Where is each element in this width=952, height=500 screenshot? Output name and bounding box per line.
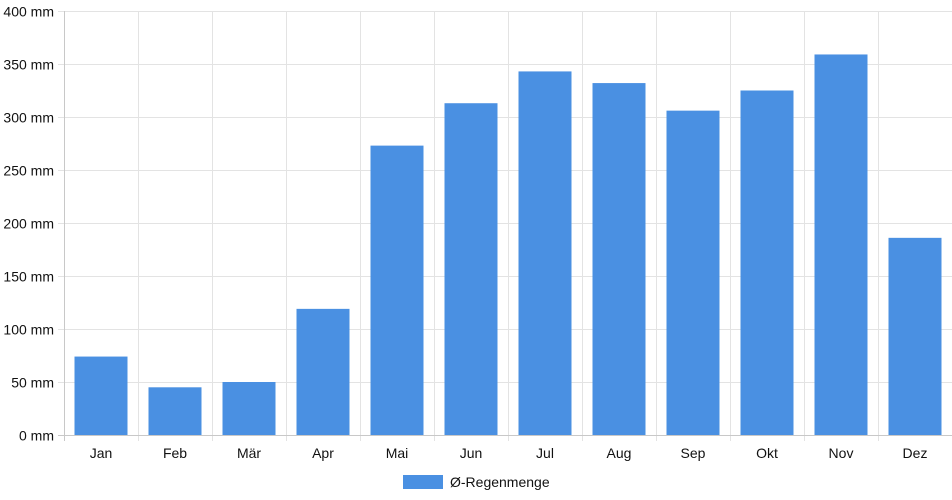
x-tick-label: Nov [829, 445, 854, 461]
y-tick-label: 100 mm [3, 322, 54, 338]
bars [74, 54, 942, 436]
y-tick-label: 50 mm [11, 375, 54, 391]
x-tick-label: Jan [90, 445, 113, 461]
y-tick-label: 250 mm [3, 163, 54, 179]
bar-jul[interactable] [518, 71, 572, 436]
x-tick-label: Mär [237, 445, 261, 461]
y-tick-label: 300 mm [3, 110, 54, 126]
x-tick-labels: Jan Feb Mär Apr Mai Jun Jul Aug Sep Okt Nov Dez [90, 445, 928, 461]
y-tick-label: 350 mm [3, 57, 54, 73]
x-tick-label: Okt [756, 445, 778, 461]
y-tick-labels: 0 mm 50 mm 100 mm 150 mm 200 mm 250 mm 300 mm 3… [3, 4, 54, 444]
grid-lines [58, 11, 952, 441]
legend-swatch [403, 475, 443, 489]
x-tick-label: Sep [681, 445, 706, 461]
x-tick-label: Feb [163, 445, 187, 461]
bar-okt[interactable] [740, 90, 794, 436]
legend[interactable]: Ø-Regenmenge [403, 474, 550, 490]
bar-nov[interactable] [814, 54, 868, 436]
x-tick-label: Dez [903, 445, 928, 461]
y-tick-label: 0 mm [19, 428, 54, 444]
bar-mär[interactable] [222, 382, 276, 435]
x-tick-label: Jul [536, 445, 554, 461]
x-tick-label: Aug [607, 445, 632, 461]
bar-jun[interactable] [444, 103, 498, 435]
bar-dez[interactable] [888, 237, 942, 435]
x-tick-label: Apr [312, 445, 334, 461]
y-tick-label: 200 mm [3, 216, 54, 232]
bar-apr[interactable] [296, 308, 350, 435]
bar-feb[interactable] [148, 387, 202, 435]
legend-label: Ø-Regenmenge [450, 474, 550, 490]
y-tick-label: 400 mm [3, 4, 54, 20]
axes [58, 11, 952, 441]
bar-mai[interactable] [370, 145, 424, 435]
x-tick-label: Mai [386, 445, 409, 461]
bar-jan[interactable] [74, 356, 128, 435]
x-tick-label: Jun [460, 445, 483, 461]
bar-sep[interactable] [666, 110, 720, 435]
y-tick-label: 150 mm [3, 269, 54, 285]
bar-aug[interactable] [592, 83, 646, 435]
